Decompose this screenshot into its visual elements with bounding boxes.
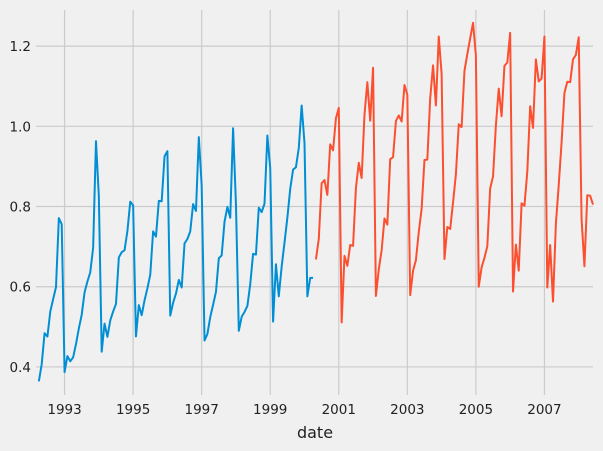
x-tick-label: 2007: [527, 402, 561, 418]
x-tick-label: 1995: [116, 402, 150, 418]
x-tick-label: 1993: [47, 402, 81, 418]
data-series: [37, 21, 594, 382]
y-tick-label: 0.4: [10, 360, 31, 376]
plot-area: [36, 10, 593, 395]
y-tick-label: 0.6: [10, 280, 31, 296]
x-tick-label: 1997: [184, 402, 218, 418]
x-tick-labels: 1993 1995 1997 1999 2001 2003 2005 2007: [47, 402, 561, 418]
x-tick-label: 1999: [253, 402, 287, 418]
y-tick-label: 1.0: [10, 119, 31, 135]
x-tick-label: 2003: [390, 402, 424, 418]
x-tick-label: 2005: [459, 402, 493, 418]
x-axis-title: date: [297, 423, 333, 442]
x-tick-label: 2001: [322, 402, 356, 418]
y-tick-label: 0.8: [10, 200, 31, 216]
series-line-1: [37, 104, 314, 382]
series-line-2: [314, 21, 594, 324]
y-tick-labels: 0.4 0.6 0.8 1.0 1.2: [10, 39, 31, 376]
y-tick-label: 1.2: [10, 39, 31, 55]
